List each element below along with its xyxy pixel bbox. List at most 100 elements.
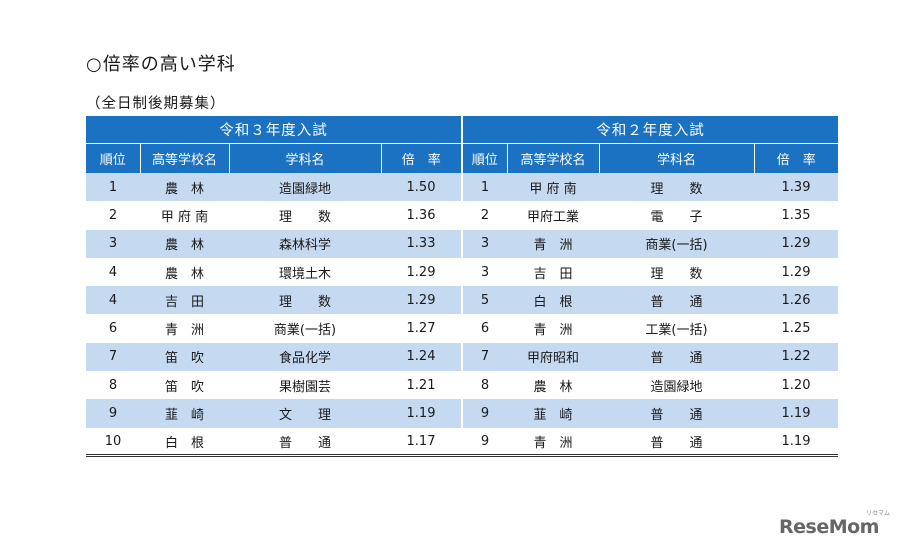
column-header-rank: 順位	[461, 143, 507, 173]
table-row: 7 笛 吹 食品化学 1.24 7 甲府昭和 普 通 1.22	[86, 342, 838, 372]
school-cell: 韮 崎	[507, 399, 599, 428]
school-cell: 甲府工業	[507, 201, 599, 230]
rank-cell: 7	[461, 342, 507, 372]
resemom-logo: ReseMom	[779, 516, 879, 538]
rate-cell: 1.39	[754, 173, 838, 202]
column-header-rate: 倍 率	[380, 143, 462, 173]
table-row: 9 韮 崎 文 理 1.19 9 韮 崎 普 通 1.19	[86, 399, 838, 428]
dept-cell: 理 数	[229, 286, 381, 315]
school-cell: 農 林	[140, 257, 229, 287]
rate-cell: 1.22	[754, 342, 838, 372]
rank-cell: 1	[461, 173, 507, 202]
rank-cell: 2	[86, 201, 140, 230]
school-cell: 甲 府 南	[507, 173, 599, 202]
rank-cell: 9	[461, 427, 507, 458]
table-row: 3 農 林 森林科学 1.33 3 青 洲 商業(一括) 1.29	[86, 229, 838, 258]
dept-cell: 造園緑地	[599, 371, 754, 400]
column-header-rank: 順位	[86, 143, 140, 173]
school-cell: 青 洲	[140, 314, 229, 343]
rate-cell: 1.25	[754, 314, 838, 343]
rank-cell: 9	[86, 399, 140, 428]
rank-cell: 1	[86, 173, 140, 202]
rate-cell: 1.24	[381, 342, 462, 372]
dept-cell: 工業(一括)	[599, 314, 754, 343]
rank-cell: 4	[86, 286, 140, 315]
rate-cell: 1.21	[381, 371, 462, 400]
column-header-school: 高等学校名	[506, 143, 599, 173]
ranking-table: 令和３年度入試 令和２年度入試 順位 高等学校名 学科名 倍 率 順位 高等学校…	[86, 116, 838, 458]
column-header-rate: 倍 率	[753, 143, 838, 173]
rate-cell: 1.27	[381, 314, 462, 343]
rank-cell: 10	[86, 427, 140, 458]
dept-cell: 商業(一括)	[229, 314, 381, 343]
rank-cell: 3	[86, 229, 140, 258]
rate-cell: 1.26	[754, 286, 838, 315]
table-row: 4 農 林 環境土木 1.29 3 吉 田 理 数 1.29	[86, 257, 838, 287]
dept-cell: 理 数	[599, 257, 754, 287]
dept-cell: 理 数	[599, 173, 754, 202]
rate-cell: 1.33	[381, 229, 462, 258]
rate-cell: 1.36	[381, 201, 462, 230]
school-cell: 笛 吹	[140, 342, 229, 372]
rank-cell: 6	[86, 314, 140, 343]
dept-cell: 電 子	[599, 201, 754, 230]
rate-cell: 1.19	[381, 399, 462, 428]
rate-cell: 1.29	[381, 257, 462, 287]
dept-cell: 環境土木	[229, 257, 381, 287]
table-row: 1 農 林 造園緑地 1.50 1 甲 府 南 理 数 1.39	[86, 173, 838, 202]
school-cell: 甲府昭和	[507, 342, 599, 372]
dept-cell: 森林科学	[229, 229, 381, 258]
year-header-r3: 令和３年度入試	[86, 116, 462, 144]
rank-cell: 9	[461, 399, 507, 428]
rate-cell: 1.19	[754, 399, 838, 428]
school-cell: 農 林	[140, 229, 229, 258]
rate-cell: 1.29	[754, 229, 838, 258]
school-cell: 韮 崎	[140, 399, 229, 428]
table-row: 8 笛 吹 果樹園芸 1.21 8 農 林 造園緑地 1.20	[86, 371, 838, 400]
table-row: 2 甲 府 南 理 数 1.36 2 甲府工業 電 子 1.35	[86, 201, 838, 230]
rank-cell: 8	[461, 371, 507, 400]
rate-cell: 1.19	[754, 427, 838, 458]
rank-cell: 3	[461, 257, 507, 287]
rank-cell: 5	[461, 286, 507, 315]
school-cell: 青 洲	[507, 314, 599, 343]
dept-cell: 普 通	[599, 427, 754, 458]
school-cell: 吉 田	[507, 257, 599, 287]
dept-cell: 食品化学	[229, 342, 381, 372]
table-row: 4 吉 田 理 数 1.29 5 白 根 普 通 1.26	[86, 286, 838, 315]
resemom-logo-sub: リセマム	[866, 510, 891, 517]
column-header-dept: 学科名	[228, 143, 381, 173]
school-cell: 農 林	[140, 173, 229, 202]
table-row: 6 青 洲 商業(一括) 1.27 6 青 洲 工業(一括) 1.25	[86, 314, 838, 343]
dept-cell: 普 通	[599, 399, 754, 428]
rate-cell: 1.20	[754, 371, 838, 400]
year-header-r2: 令和２年度入試	[461, 116, 838, 144]
rank-cell: 6	[461, 314, 507, 343]
dept-cell: 商業(一括)	[599, 229, 754, 258]
rank-cell: 7	[86, 342, 140, 372]
rank-cell: 3	[461, 229, 507, 258]
school-cell: 笛 吹	[140, 371, 229, 400]
dept-cell: 理 数	[229, 201, 381, 230]
school-cell: 農 林	[507, 371, 599, 400]
rate-cell: 1.50	[381, 173, 462, 202]
rank-cell: 4	[86, 257, 140, 287]
table-row: 10 白 根 普 通 1.17 9 青 洲 普 通 1.19	[86, 427, 838, 458]
school-cell: 白 根	[507, 286, 599, 315]
school-cell: 白 根	[140, 427, 229, 458]
column-header-dept: 学科名	[598, 143, 754, 173]
rate-cell: 1.17	[381, 427, 462, 458]
dept-cell: 普 通	[599, 342, 754, 372]
school-cell: 吉 田	[140, 286, 229, 315]
school-cell: 青 洲	[507, 427, 599, 458]
page-title: ○倍率の高い学科	[86, 54, 236, 75]
school-cell: 甲 府 南	[140, 201, 229, 230]
rank-cell: 2	[461, 201, 507, 230]
dept-cell: 普 通	[599, 286, 754, 315]
rate-cell: 1.35	[754, 201, 838, 230]
subtitle: （全日制後期募集）	[86, 96, 226, 112]
column-header-school: 高等学校名	[139, 143, 229, 173]
dept-cell: 文 理	[229, 399, 381, 428]
rank-cell: 8	[86, 371, 140, 400]
school-cell: 青 洲	[507, 229, 599, 258]
